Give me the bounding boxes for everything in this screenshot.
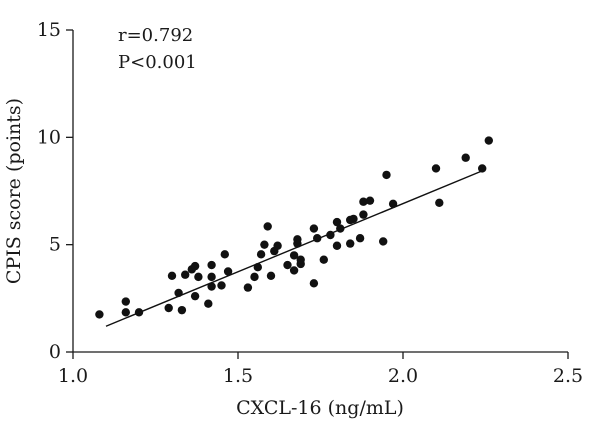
data-point — [217, 281, 226, 290]
data-point — [355, 234, 365, 243]
data-point — [478, 164, 487, 173]
data-point — [461, 153, 470, 162]
ticks — [66, 29, 569, 359]
data-point — [207, 272, 216, 282]
data-point — [181, 270, 190, 279]
x-tick-label: 2.0 — [388, 365, 418, 387]
data-point — [382, 170, 391, 180]
data-point — [309, 279, 319, 288]
data-point — [332, 217, 342, 227]
y-tick-label: 15 — [37, 19, 61, 41]
x-axis-title: CXCL-16 (ng/mL) — [236, 397, 404, 419]
data-point — [243, 283, 253, 292]
data-point — [388, 199, 398, 209]
data-point — [273, 241, 282, 250]
data-point — [293, 235, 302, 244]
data-point — [220, 250, 229, 259]
data-point — [359, 197, 368, 206]
data-point — [250, 272, 259, 282]
data-point — [204, 299, 213, 308]
data-point — [190, 291, 200, 301]
data-point — [263, 222, 272, 231]
data-point — [121, 308, 130, 317]
data-point — [332, 241, 342, 250]
data-point — [346, 239, 355, 248]
data-point — [313, 234, 322, 243]
annotation-r: r=0.792 — [118, 25, 193, 46]
data-point — [435, 198, 444, 208]
data-point — [365, 196, 375, 205]
annotation-p: P<0.001 — [118, 52, 197, 73]
data-point — [121, 297, 130, 306]
data-point — [359, 210, 368, 219]
data-point — [95, 310, 104, 319]
data-point — [256, 250, 266, 259]
data-point — [309, 224, 319, 233]
y-tick-label: 10 — [37, 126, 61, 148]
data-point — [207, 282, 216, 291]
data-point — [164, 303, 173, 313]
data-point — [349, 214, 358, 224]
data-point — [431, 164, 441, 173]
y-axis-title: CPIS score (points) — [3, 98, 25, 284]
data-point — [379, 237, 388, 246]
tick-labels: 1.0 1.5 2.0 2.5 0 5 10 15 — [37, 19, 583, 387]
data-point — [283, 260, 292, 270]
data-point — [167, 271, 177, 280]
data-point — [177, 305, 187, 315]
data-point — [266, 271, 276, 280]
data-point — [190, 261, 200, 271]
regression-line — [105, 168, 486, 327]
data-point — [194, 272, 203, 282]
data-point — [336, 224, 345, 233]
x-tick-label: 1.5 — [223, 365, 253, 387]
data-point — [289, 266, 299, 275]
y-tick-label: 0 — [49, 341, 61, 363]
data-point — [326, 230, 335, 240]
data-points — [95, 136, 493, 319]
data-point — [319, 255, 328, 264]
data-point — [174, 288, 183, 298]
data-point — [296, 255, 305, 264]
x-tick-label: 1.0 — [58, 365, 88, 387]
data-point — [484, 136, 493, 145]
data-point — [223, 267, 233, 276]
data-point — [253, 263, 262, 272]
data-point — [207, 260, 216, 270]
data-point — [260, 240, 269, 249]
data-point — [134, 308, 144, 317]
y-tick-label: 5 — [49, 234, 61, 256]
data-point — [289, 251, 299, 260]
axes — [72, 30, 568, 353]
x-tick-label: 2.5 — [553, 365, 583, 387]
